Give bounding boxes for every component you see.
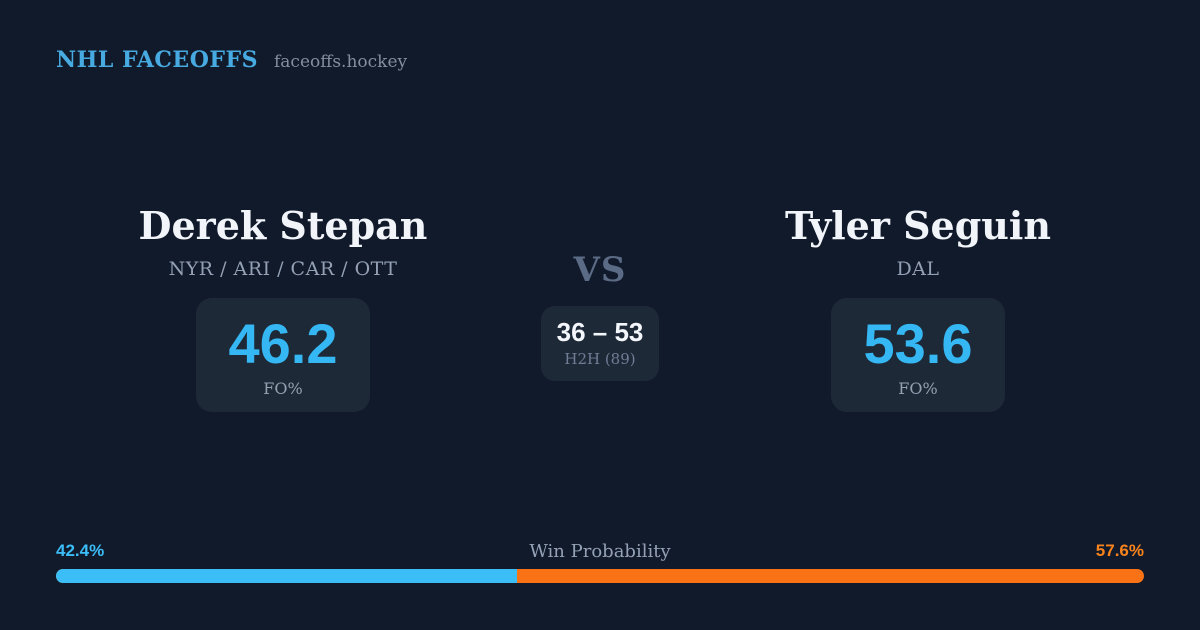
- win-bar-left: [56, 569, 518, 583]
- stat-value-left: 46.2: [228, 311, 338, 375]
- player-panel-left: Derek Stepan NYR / ARI / CAR / OTT 46.2 …: [113, 205, 453, 412]
- win-probability-right-pct: 57.6%: [1095, 541, 1144, 560]
- stat-label-right: FO%: [898, 378, 938, 398]
- versus-panel: VS 36 – 53 H2H (89): [480, 250, 720, 382]
- player-teams-right: DAL: [896, 257, 940, 280]
- player-name-left: Derek Stepan: [138, 203, 428, 248]
- win-probability-left-pct: 42.4%: [56, 541, 105, 560]
- stat-label-left: FO%: [263, 378, 303, 398]
- player-teams-left: NYR / ARI / CAR / OTT: [168, 257, 398, 280]
- header: NHL FACEOFFS faceoffs.hockey: [56, 47, 407, 73]
- h2h-score: 36 – 53: [556, 317, 644, 348]
- stat-card-right: 53.6 FO%: [831, 297, 1005, 412]
- h2h-label: H2H (89): [564, 350, 636, 369]
- win-probability-labels: 42.4% Win Probability 57.6%: [56, 541, 1144, 563]
- brand-title: NHL FACEOFFS: [56, 47, 258, 73]
- win-probability-bar: [56, 569, 1144, 583]
- site-url: faceoffs.hockey: [274, 52, 408, 72]
- stat-card-left: 46.2 FO%: [196, 297, 370, 412]
- player-name-right: Tyler Seguin: [785, 203, 1051, 248]
- player-panel-right: Tyler Seguin DAL 53.6 FO%: [748, 205, 1088, 412]
- win-probability-title: Win Probability: [529, 541, 671, 562]
- vs-label: VS: [573, 250, 627, 290]
- stat-value-right: 53.6: [863, 311, 973, 375]
- h2h-card: 36 – 53 H2H (89): [541, 306, 659, 382]
